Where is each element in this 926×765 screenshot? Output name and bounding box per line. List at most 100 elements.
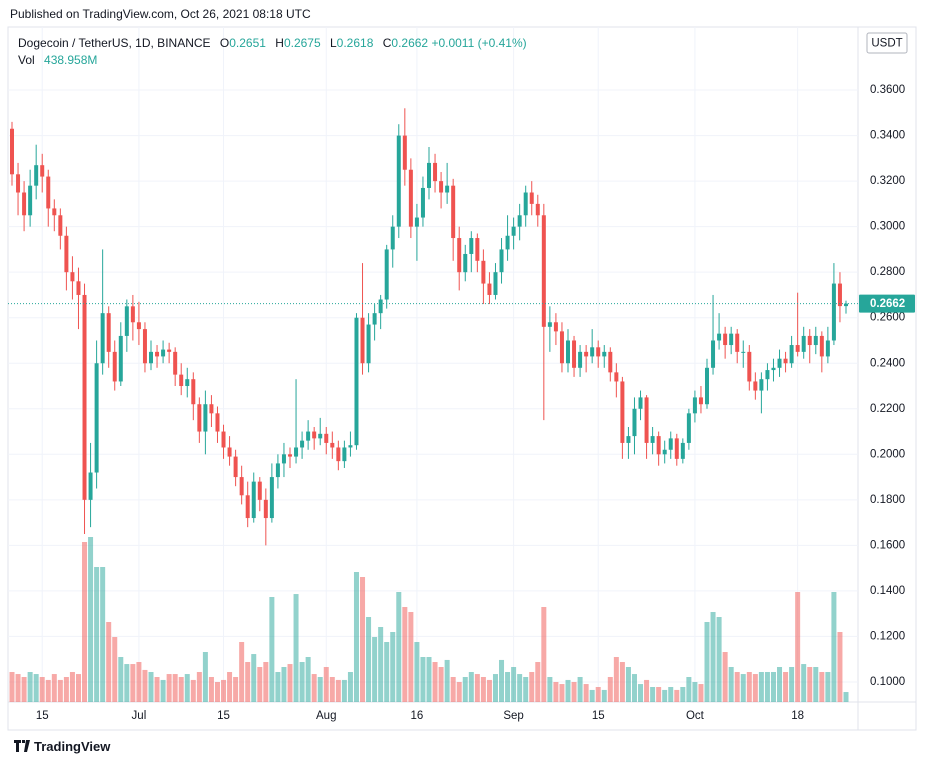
candle-body [16,174,21,193]
volume-bar [172,674,178,702]
candle-body [747,351,752,382]
volume-bar [227,672,233,702]
volume-bar [716,617,722,702]
volume-bar [625,667,631,702]
candle-body [46,176,51,209]
candle-body [590,347,595,357]
candle-body [64,235,69,273]
volume-bar [9,672,15,702]
candle-body [312,431,317,439]
x-tick-label: Sep [503,710,523,722]
volume-bar [208,677,214,702]
volume-bar [88,537,94,702]
candle-body [566,340,570,364]
candle-body [306,431,311,441]
y-tick-label: 0.3400 [870,130,905,142]
legend-value: 0.2662 [391,36,429,50]
volume-bar [118,657,124,702]
candle-body [330,442,335,448]
volume-bar [722,652,728,702]
candle-body [433,162,438,182]
volume-bar [21,677,27,702]
volume-bar [650,687,656,702]
volume-bar [372,637,378,702]
candle-body [227,447,232,457]
volume-bar [130,664,136,702]
candle-body [257,481,262,500]
candle-body [741,351,746,353]
volume-bar [63,677,69,702]
candle-body [360,317,365,364]
volume-bar [269,597,275,702]
candle-body [300,440,305,448]
candle-body [100,313,105,364]
currency-label[interactable]: USDT [871,38,902,50]
currency-button[interactable] [866,32,908,54]
volume-bar [480,677,486,702]
volume-value: 438.958M [44,53,98,67]
candle-body [493,272,498,295]
volume-bar [571,682,577,702]
volume-bar [837,632,843,702]
candle-body [203,404,208,432]
symbol: Dogecoin / TetherUS, 1D, BINANCE [18,36,211,50]
volume-bar [674,689,680,702]
volume-bar [486,679,492,702]
volume-bar [142,669,148,702]
candle-body [475,238,480,261]
candle-body [366,324,371,364]
candle-body [76,281,81,295]
volume-bar [251,654,257,702]
last-price-box [859,294,915,313]
candle-body [553,322,558,332]
candle-body [124,306,129,336]
volume-bar [565,679,571,702]
candle-body [34,165,39,186]
candle-body [94,363,99,473]
volume-bar [499,659,505,702]
candle-body [269,477,274,519]
candle-body [233,456,238,478]
candle-body [390,226,395,250]
candle-body [644,397,649,443]
volume-bar [541,607,547,702]
volume-bar [740,674,746,702]
volume-bar [801,664,807,702]
volume-bar [299,662,305,702]
volume-bar [656,687,662,702]
candle-body [52,208,57,216]
candle-body [161,349,166,357]
volume-bar [752,674,758,702]
candle-body [149,351,153,364]
volume-bar [789,667,795,702]
candle-body [481,260,486,284]
change: +0.0011 [431,36,475,50]
volume-bar [408,612,414,702]
candle-body [342,447,347,462]
y-tick-label: 0.1600 [870,539,905,551]
candle-body [789,345,794,364]
volume-bar [341,679,347,702]
candle-body [245,495,250,519]
candle-body [547,322,552,327]
y-tick-label: 0.2000 [870,448,905,460]
y-tick-label: 0.1000 [870,676,905,688]
volume-bar [462,677,468,702]
volume-bar [444,659,450,702]
candle-body [155,351,160,357]
volume-bar [474,674,480,702]
volume-bar [668,687,674,702]
change-pct: (+0.41%) [477,36,527,50]
candle-body [813,335,818,346]
ohlc-row: Dogecoin / TetherUS, 1D, BINANCE O0.2651… [18,35,527,52]
y-tick-label: 0.2600 [870,312,905,324]
legend-value: 0.2651 [229,36,266,50]
candle-body [572,340,577,368]
volume-bar [45,679,51,702]
candle-body [439,181,444,193]
candle-body [541,215,546,327]
volume-bar [505,672,511,702]
candle-body [674,438,679,459]
grid [8,27,858,702]
candle-body [28,185,33,216]
